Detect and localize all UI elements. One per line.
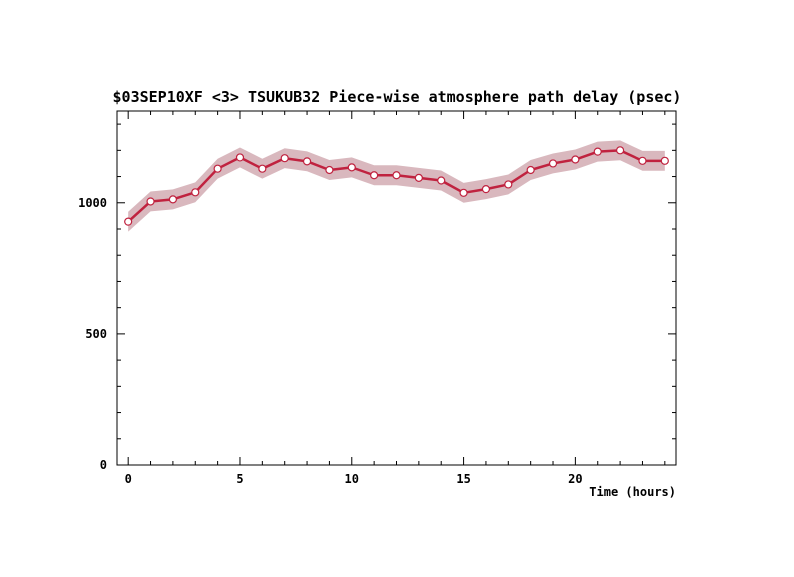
x-tick-label: 0 xyxy=(125,472,132,486)
data-point xyxy=(302,157,312,166)
x-tick-label: 20 xyxy=(568,472,582,486)
x-tick-label: 15 xyxy=(456,472,470,486)
data-point xyxy=(504,180,513,189)
data-point xyxy=(213,164,222,173)
data-point xyxy=(526,165,535,175)
uncertainty-band xyxy=(128,140,665,232)
data-point xyxy=(370,171,379,180)
data-points-layer xyxy=(124,146,669,226)
x-tick-label: 10 xyxy=(345,472,359,486)
axis-tick-labels: 0 5 10 15 20 0 500 1000 xyxy=(78,196,583,486)
data-point xyxy=(124,217,133,226)
x-axis-label: Time (hours) xyxy=(589,485,676,499)
plot-frame xyxy=(116,110,677,466)
data-point xyxy=(481,185,491,194)
data-point xyxy=(459,188,468,197)
data-point xyxy=(235,153,245,162)
uncertainty-band-layer xyxy=(128,140,665,232)
data-point xyxy=(191,188,200,197)
data-point xyxy=(280,154,289,163)
data-point xyxy=(593,147,602,156)
data-point xyxy=(571,155,580,164)
axis-ticks xyxy=(117,111,676,466)
y-tick-label: 500 xyxy=(85,327,107,341)
data-point xyxy=(325,165,334,175)
y-tick-label: 0 xyxy=(100,458,107,472)
data-point xyxy=(168,195,177,204)
chart-title: $03SEP10XF <3> TSUKUB32 Piece-wise atmos… xyxy=(113,88,682,106)
data-point xyxy=(392,171,401,180)
data-point xyxy=(660,156,669,165)
data-point xyxy=(548,159,558,168)
data-point xyxy=(258,164,267,173)
data-point xyxy=(146,197,155,206)
data-point xyxy=(437,176,446,185)
y-tick-label: 1000 xyxy=(78,196,107,210)
data-point xyxy=(347,163,356,172)
x-tick-label: 5 xyxy=(236,472,243,486)
data-point xyxy=(615,146,625,155)
data-point xyxy=(414,173,423,182)
data-point xyxy=(638,156,647,165)
